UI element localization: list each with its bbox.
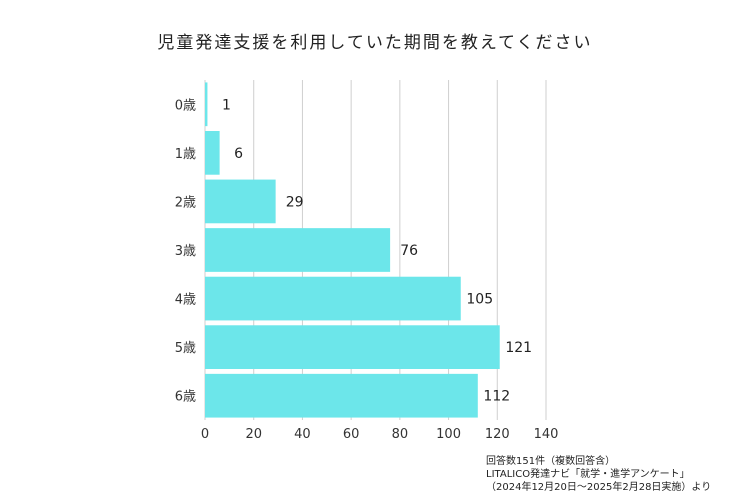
x-tick-label: 60 — [343, 427, 360, 442]
survey-source-note: LITALICO発達ナビ「就学・進学アンケート」 — [486, 469, 690, 480]
data-label: 1 — [222, 97, 231, 113]
response-count-note: 回答数151件（複数回答含） — [486, 456, 616, 467]
y-tick-label: 1歳 — [175, 147, 196, 162]
bar-6 — [205, 373, 478, 418]
data-label: 121 — [505, 340, 532, 356]
bar-0 — [205, 82, 208, 127]
x-tick-label: 100 — [436, 427, 461, 442]
y-tick-label: 3歳 — [175, 244, 196, 259]
chart-title: 児童発達支援を利用していた期間を教えてください — [157, 33, 593, 53]
x-tick-label: 120 — [485, 427, 510, 442]
x-tick-label: 20 — [245, 427, 262, 442]
y-tick-label: 2歳 — [175, 195, 196, 210]
survey-period-note: （2024年12月20日～2025年2月28日実施）より — [486, 482, 712, 493]
data-label: 76 — [400, 243, 418, 259]
bar-5 — [205, 325, 500, 369]
y-tick-label: 5歳 — [175, 341, 196, 356]
bar-1 — [205, 131, 220, 175]
bar-2 — [205, 179, 276, 224]
x-tick-label: 140 — [534, 427, 559, 442]
bar-4 — [205, 276, 461, 321]
x-tick-label: 80 — [392, 427, 409, 442]
x-axis-labels: 0 20 40 60 80 100 120 140 — [201, 427, 559, 442]
data-label: 6 — [234, 146, 243, 162]
data-label: 105 — [466, 292, 493, 308]
source-note: 回答数151件（複数回答含） LITALICO発達ナビ「就学・進学アンケート」 … — [486, 455, 711, 494]
x-tick-label: 40 — [294, 427, 311, 442]
data-label: 29 — [286, 194, 304, 210]
data-label: 112 — [483, 389, 510, 405]
y-tick-label: 6歳 — [175, 390, 196, 405]
bars — [205, 82, 500, 418]
y-tick-label: 4歳 — [175, 293, 196, 308]
bar-3 — [205, 228, 391, 272]
x-tick-label: 0 — [201, 427, 209, 442]
data-labels: 1 6 29 76 105 121 112 — [222, 97, 532, 404]
y-tick-label: 0歳 — [175, 98, 196, 113]
y-axis-labels: 0歳 1歳 2歳 3歳 4歳 5歳 6歳 — [175, 98, 196, 404]
